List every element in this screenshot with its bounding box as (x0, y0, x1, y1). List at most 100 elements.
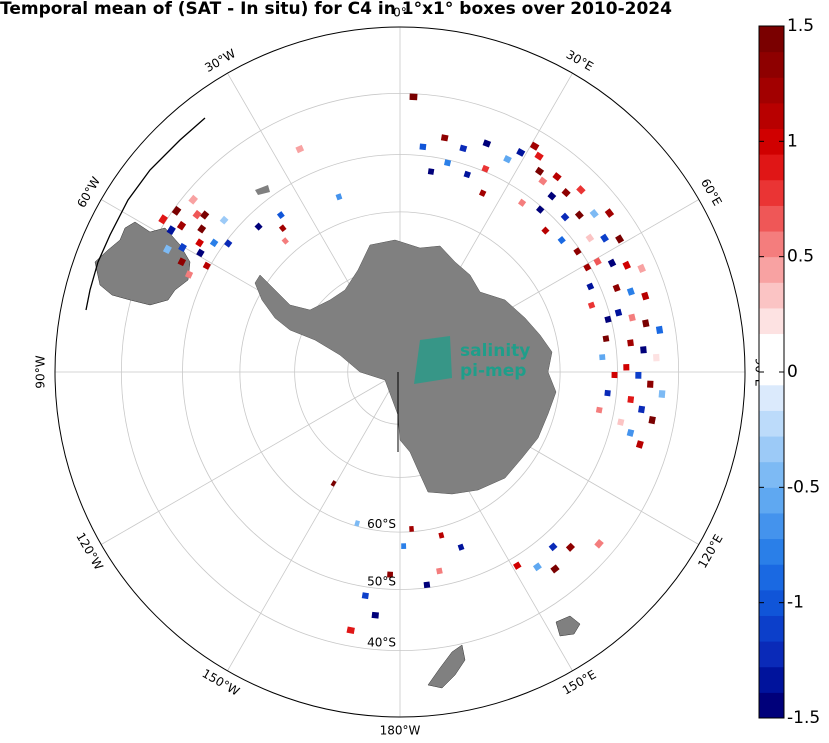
data-cell (607, 258, 617, 268)
colorbar-swatch (759, 410, 784, 437)
data-cell (195, 238, 204, 248)
colorbar-swatch (759, 102, 784, 130)
logo-line1: salinity (460, 341, 530, 361)
colorbar-ticks: 1.5 1 0.5 0 -0.5 -1 -1.5 (759, 16, 820, 728)
colorbar-swatch (759, 487, 784, 514)
data-cell (423, 581, 431, 589)
data-cell (604, 208, 615, 218)
data-cell (615, 234, 625, 244)
data-cell (443, 159, 452, 167)
colorbar-label: -0.5 (787, 477, 820, 497)
data-cell (648, 416, 656, 425)
colorbar-swatch (759, 282, 784, 309)
data-cell (532, 562, 542, 572)
data-cell (371, 611, 379, 619)
tasmania-landmass (555, 615, 581, 637)
data-cell (550, 564, 560, 574)
data-cell (642, 319, 650, 328)
colorbar-swatch (759, 692, 784, 719)
data-cell (278, 224, 287, 233)
data-cell (419, 143, 427, 151)
data-cell (536, 205, 545, 214)
meridian-label: 60°E (698, 176, 725, 208)
data-cell (158, 214, 168, 225)
data-cell (224, 239, 233, 248)
data-cell (583, 263, 592, 272)
parallel-label: 50°S (367, 574, 396, 588)
map-disk: salinity pi-mep (55, 27, 745, 717)
data-cell (565, 542, 576, 552)
map-title: Temporal mean of (SAT - In situ) for C4 … (0, 0, 672, 19)
data-cell (518, 198, 527, 207)
data-cell (361, 592, 369, 600)
meridian-label: 180°W (380, 724, 421, 738)
colorbar-swatch (759, 333, 784, 360)
colorbar-swatch (759, 77, 784, 104)
parallel-label: 60°S (367, 517, 396, 531)
data-cell (409, 93, 418, 101)
data-cell (655, 325, 664, 335)
map-frame (54, 26, 746, 718)
data-cell (576, 185, 586, 195)
data-cell (409, 525, 414, 532)
south-america-landmass (94, 221, 191, 306)
colorbar-swatch (759, 384, 784, 411)
data-cells (158, 93, 666, 635)
data-cell (574, 210, 584, 220)
meridian-line (227, 371, 401, 671)
colorbar-label: 0 (787, 362, 798, 382)
data-cell (209, 238, 219, 248)
data-cell (594, 539, 604, 549)
data-cell (604, 315, 612, 323)
colorbar-swatch (759, 538, 784, 565)
data-cell (602, 335, 610, 342)
data-cell (628, 313, 636, 322)
data-cell (635, 372, 642, 379)
data-cell (635, 440, 644, 449)
data-cell (354, 520, 361, 527)
data-cell (585, 233, 595, 243)
colorbar: 1.5 1 0.5 0 -0.5 -1 -1.5 (758, 16, 820, 728)
data-cell (219, 215, 229, 225)
data-cell (641, 291, 650, 301)
data-cell (184, 270, 194, 279)
data-cell (611, 372, 618, 379)
data-cell (593, 257, 602, 266)
data-cell (573, 247, 582, 256)
data-cell (513, 561, 522, 570)
colorbar-swatch (759, 512, 784, 540)
data-cell (346, 626, 355, 635)
data-cell (197, 224, 207, 234)
data-cell (599, 354, 606, 361)
data-cell (640, 346, 647, 354)
data-cell (438, 532, 445, 539)
data-cell (330, 480, 337, 487)
colorbar-swatch (759, 461, 784, 488)
meridian-line (101, 371, 401, 545)
south-africa-tip-landmass (255, 185, 270, 195)
data-cell (276, 211, 285, 220)
colorbar-strip (759, 26, 784, 719)
colorbar-label: 1 (787, 131, 798, 151)
data-cell (557, 235, 566, 245)
data-cell (623, 363, 630, 371)
data-cell (552, 172, 562, 182)
data-cell (638, 405, 646, 414)
colorbar-swatch (759, 51, 784, 78)
colorbar-swatch (759, 641, 784, 668)
colorbar-label: -1 (787, 593, 804, 613)
colorbar-swatch (759, 666, 784, 693)
data-cell (600, 233, 609, 243)
parallel-label: 40°S (367, 636, 396, 650)
data-cell (478, 189, 487, 197)
colorbar-swatch (759, 564, 784, 591)
colorbar-swatch (759, 205, 784, 232)
data-cell (627, 339, 634, 347)
data-cell (535, 166, 545, 176)
data-cell (560, 212, 570, 222)
data-cell (595, 406, 603, 414)
data-cell (647, 380, 654, 388)
data-cell (196, 248, 205, 258)
antarctica-landmass (254, 239, 557, 495)
